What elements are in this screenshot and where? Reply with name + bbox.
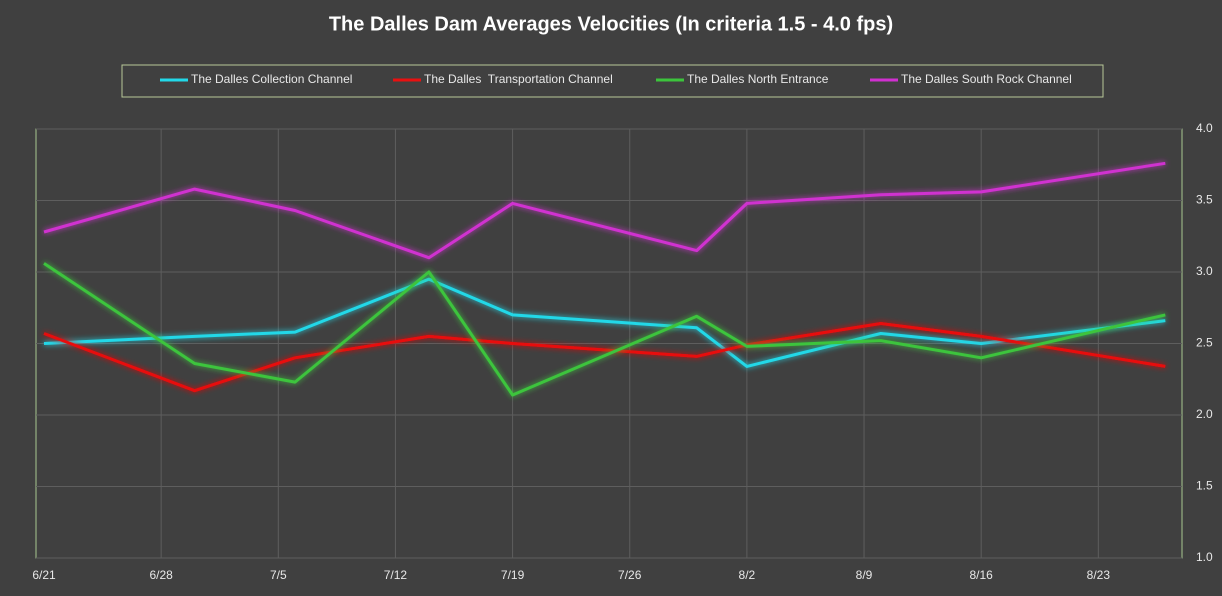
x-tick-label: 7/5 — [270, 568, 287, 582]
y-tick-label: 3.5 — [1196, 193, 1213, 207]
legend-label: The Dalles Transportation Channel — [424, 72, 613, 86]
chart-title: The Dalles Dam Averages Velocities (In c… — [329, 13, 893, 35]
x-tick-label: 8/23 — [1087, 568, 1111, 582]
series-line — [43, 262, 1166, 397]
y-tick-label: 3.0 — [1196, 264, 1213, 278]
series-line — [43, 161, 1166, 260]
y-tick-label: 2.0 — [1196, 407, 1213, 421]
series-line — [43, 277, 1166, 368]
legend-label: The Dalles South Rock Channel — [901, 72, 1072, 86]
x-tick-label: 7/12 — [384, 568, 408, 582]
legend-label: The Dalles North Entrance — [687, 72, 829, 86]
legend-box — [121, 64, 1104, 98]
x-tick-label: 8/16 — [969, 568, 993, 582]
x-tick-label: 6/28 — [149, 568, 173, 582]
x-tick-label: 7/26 — [618, 568, 642, 582]
y-tick-label: 2.5 — [1196, 336, 1213, 350]
x-tick-label: 8/2 — [739, 568, 756, 582]
y-tick-label: 4.0 — [1196, 121, 1213, 135]
legend-label: The Dalles Collection Channel — [191, 72, 352, 86]
x-tick-label: 6/21 — [32, 568, 56, 582]
x-tick-label: 7/19 — [501, 568, 525, 582]
y-tick-label: 1.5 — [1196, 479, 1213, 493]
y-tick-label: 1.0 — [1196, 550, 1213, 564]
x-tick-label: 8/9 — [856, 568, 873, 582]
